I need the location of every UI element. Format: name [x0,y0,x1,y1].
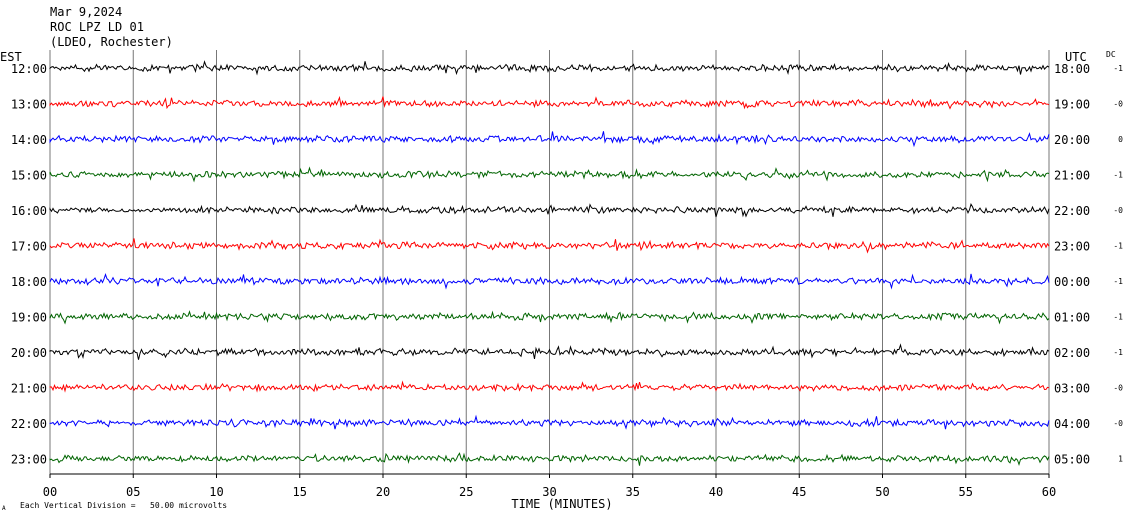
corner-mark: A [2,505,6,512]
trace-row-1600 [49,202,1050,218]
x-tick-label-45: 45 [792,485,806,499]
trace-row-2000 [49,343,1050,360]
x-tick-label-55: 55 [959,485,973,499]
dc-offset-label: -0 [1113,100,1123,109]
x-tick-label-00: 00 [43,485,57,499]
utc-hour-label: 00:00 [1054,275,1090,289]
trace-row-1500 [49,166,1050,183]
est-hour-label: 12:00 [11,62,47,76]
utc-hour-label: 23:00 [1054,240,1090,254]
dc-offset-label: 0 [1118,135,1123,144]
utc-hour-label: 19:00 [1054,98,1090,112]
x-tick-label-10: 10 [209,485,223,499]
x-tick-label-25: 25 [459,485,473,499]
est-hour-label: 23:00 [11,453,47,467]
dc-offset-label: 1 [1118,455,1123,464]
x-tick-label-30: 30 [542,485,556,499]
est-hour-label: 14:00 [11,133,47,147]
utc-hour-label: 02:00 [1054,346,1090,360]
est-hour-label: 17:00 [11,240,47,254]
est-hour-label: 20:00 [11,346,47,360]
dc-offset-label: -1 [1113,313,1123,322]
dc-offset-label: -1 [1113,64,1123,73]
dc-axis-title: DC [1106,50,1116,59]
utc-axis-title: UTC [1065,50,1087,64]
x-tick-label-05: 05 [126,485,140,499]
trace-row-1200 [49,60,1050,76]
est-hour-label: 22:00 [11,417,47,431]
trace-row-1900 [49,310,1050,325]
x-tick-label-35: 35 [626,485,640,499]
utc-hour-label: 22:00 [1054,204,1090,218]
x-axis-title: TIME (MINUTES) [511,497,612,511]
dc-offset-label: -1 [1113,171,1123,180]
x-tick-label-40: 40 [709,485,723,499]
est-hour-label: 21:00 [11,382,47,396]
dc-offset-label: -1 [1113,242,1123,251]
x-tick-label-50: 50 [875,485,889,499]
x-tick-label-60: 60 [1042,485,1056,499]
trace-row-1300 [49,95,1050,110]
station-network: (LDEO, Rochester) [50,35,173,49]
utc-hour-label: 04:00 [1054,417,1090,431]
x-tick-label-20: 20 [376,485,390,499]
est-hour-label: 18:00 [11,275,47,289]
dc-offset-label: -0 [1113,419,1123,428]
trace-row-2200 [49,414,1050,430]
vertical-division-note: Each Vertical Division = 50.00 microvolt… [20,501,227,510]
dc-offset-label: -0 [1113,384,1123,393]
x-axis-ticks: 00 05 10 15 20 25 30 35 40 45 50 55 60 [43,474,1056,499]
trace-row-1700 [49,238,1050,254]
trace-row-1800 [49,272,1050,290]
est-hour-label: 16:00 [11,204,47,218]
utc-hour-label: 05:00 [1054,453,1090,467]
est-hour-label: 19:00 [11,311,47,325]
trace-row-1400 [49,131,1050,148]
chart-grid [49,50,1050,475]
row-labels: 12:00 18:00 -1 13:00 19:00 -0 14:00 20:00 0 15:00… [11,62,1123,467]
utc-hour-label: 01:00 [1054,311,1090,325]
est-axis-title: EST [0,50,22,64]
seismic-traces [49,60,1050,467]
x-tick-label-15: 15 [293,485,307,499]
utc-hour-label: 03:00 [1054,382,1090,396]
utc-hour-label: 20:00 [1054,133,1090,147]
station-code: ROC LPZ LD 01 [50,20,144,34]
utc-hour-label: 18:00 [1054,62,1090,76]
dc-offset-label: -1 [1113,277,1123,286]
dc-offset-label: -1 [1113,348,1123,357]
trace-row-2100 [49,380,1050,393]
trace-row-2300 [49,452,1050,467]
est-hour-label: 15:00 [11,169,47,183]
dc-offset-label: -0 [1113,206,1123,215]
utc-hour-label: 21:00 [1054,169,1090,183]
est-hour-label: 13:00 [11,98,47,112]
chart-date: Mar 9,2024 [50,5,122,19]
